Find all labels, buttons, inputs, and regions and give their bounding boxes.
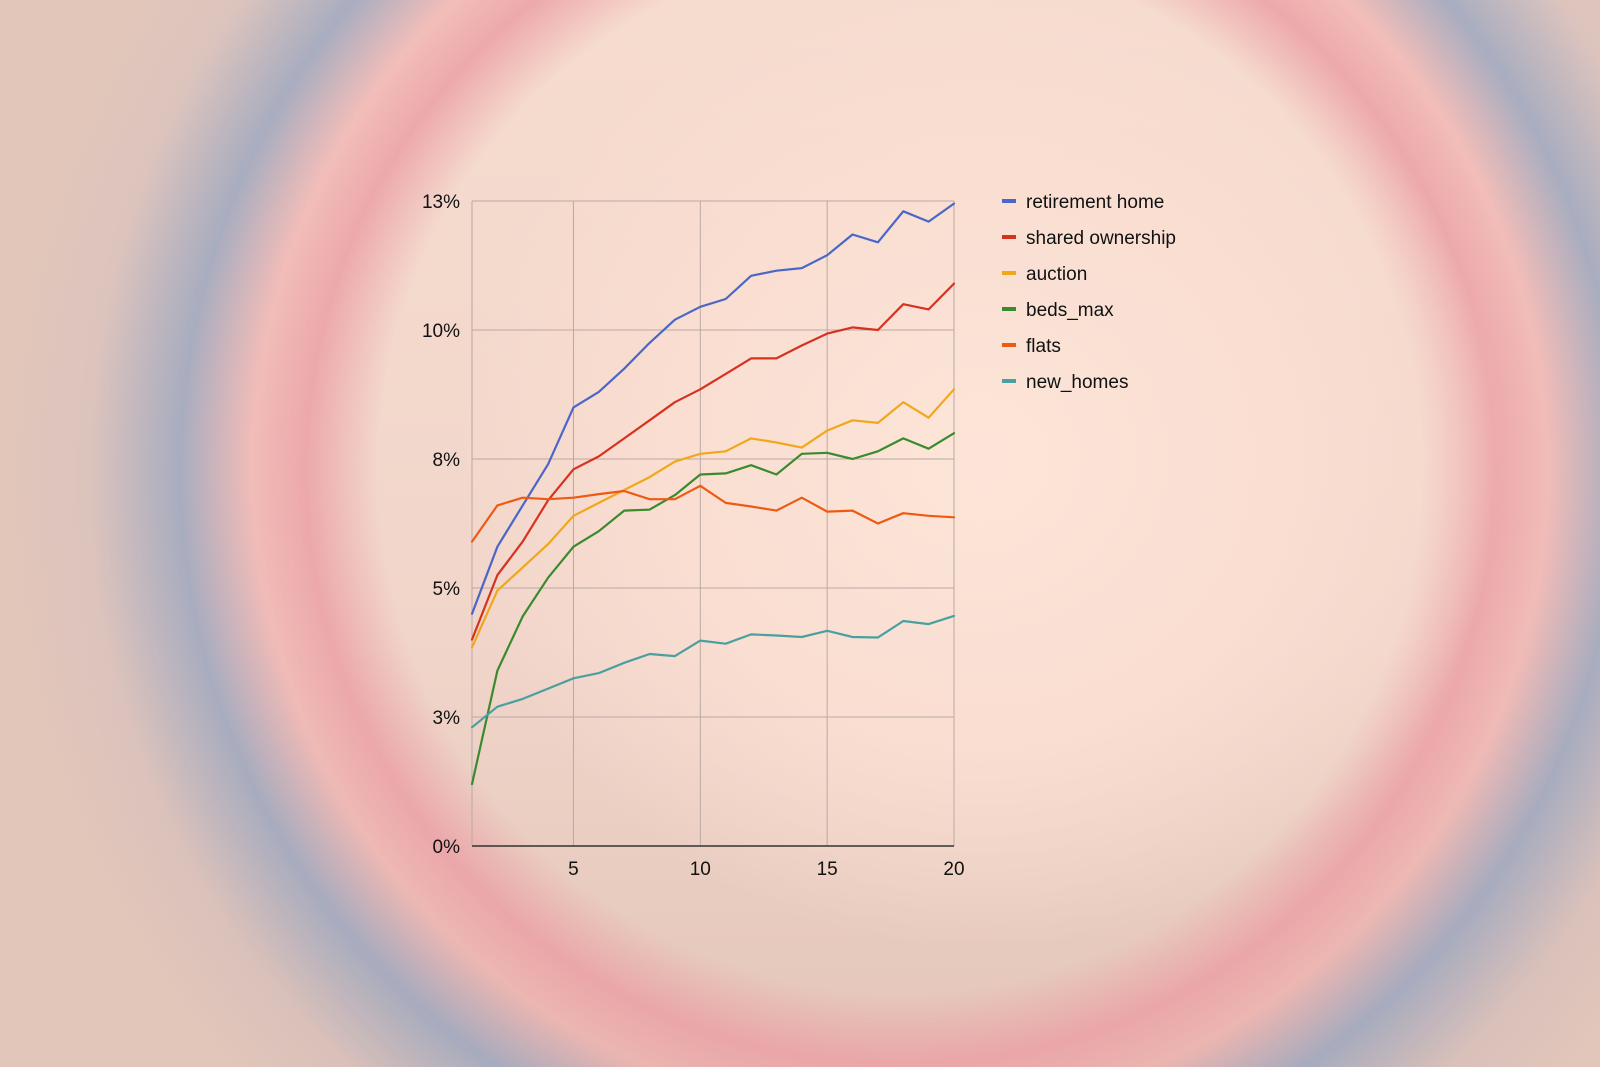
x-tick-label: 10 (690, 859, 711, 880)
y-tick-label: 8% (433, 450, 461, 471)
y-tick-label: 10% (422, 321, 460, 342)
series-line-auction (470, 388, 956, 649)
legend-label-flats: flats (1026, 336, 1061, 357)
legend-label-auction: auction (1026, 264, 1087, 285)
series-line-beds-max (470, 432, 956, 786)
axes (471, 201, 954, 847)
legend: retirement home shared ownership auction be… (1002, 192, 1176, 393)
legend-swatch-new-homes (1002, 379, 1016, 383)
y-tick-label: 13% (422, 192, 460, 213)
grid-lines (472, 200, 955, 846)
y-tick-label: 5% (433, 579, 461, 600)
series-lines (470, 202, 956, 786)
series-line-flats (470, 484, 956, 543)
y-tick-label: 3% (433, 708, 461, 729)
legend-swatch-retirement-home (1002, 199, 1016, 203)
legend-label-retirement-home: retirement home (1026, 192, 1164, 213)
y-tick-label: 0% (433, 837, 461, 858)
y-axis-ticks: 0% 3% 5% 8% 10% 13% (422, 192, 460, 858)
series-line-shared-ownership (470, 282, 956, 641)
x-tick-label: 15 (817, 859, 838, 880)
legend-label-new-homes: new_homes (1026, 372, 1128, 393)
legend-label-shared-ownership: shared ownership (1026, 228, 1176, 249)
x-tick-label: 5 (568, 859, 579, 880)
series-line-retirement-home (470, 202, 956, 615)
legend-swatch-beds-max (1002, 307, 1016, 311)
legend-swatch-auction (1002, 271, 1016, 275)
x-tick-label: 20 (943, 859, 964, 880)
legend-label-beds-max: beds_max (1026, 300, 1114, 321)
x-axis-ticks: 5 10 15 20 (568, 859, 964, 880)
legend-swatch-flats (1002, 343, 1016, 347)
legend-swatch-shared-ownership (1002, 235, 1016, 239)
series-line-new-homes (470, 614, 956, 729)
